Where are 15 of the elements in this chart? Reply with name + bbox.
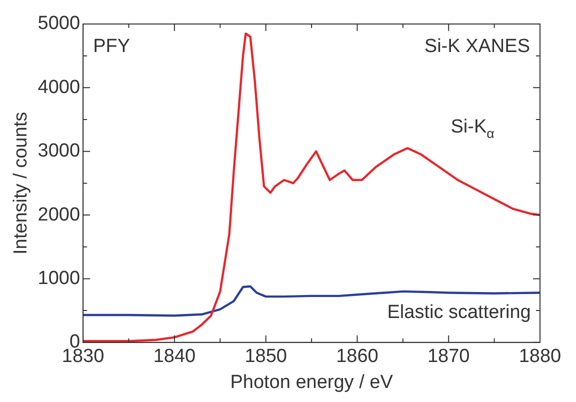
x-tick-label: 1850 (244, 346, 287, 368)
x-tick-label: 1860 (336, 346, 378, 368)
series-label: Elastic scattering (387, 302, 531, 324)
x-axis-title: Photon energy / eV (230, 372, 394, 393)
annotation: Si-K XANES (424, 36, 530, 57)
y-tick-label: 4000 (38, 76, 80, 98)
y-axis-title: Intensity / counts (10, 112, 32, 254)
y-tick-label: 2000 (38, 204, 80, 226)
y-tick-label: 3000 (38, 140, 80, 162)
y-tick-label: 1000 (38, 268, 80, 289)
y-tick-label: 5000 (38, 13, 80, 34)
x-tick-label: 1880 (518, 346, 562, 368)
annotation: PFY (93, 36, 130, 57)
x-tick-label: 1870 (427, 346, 470, 368)
x-tick-label: 1840 (153, 346, 196, 368)
